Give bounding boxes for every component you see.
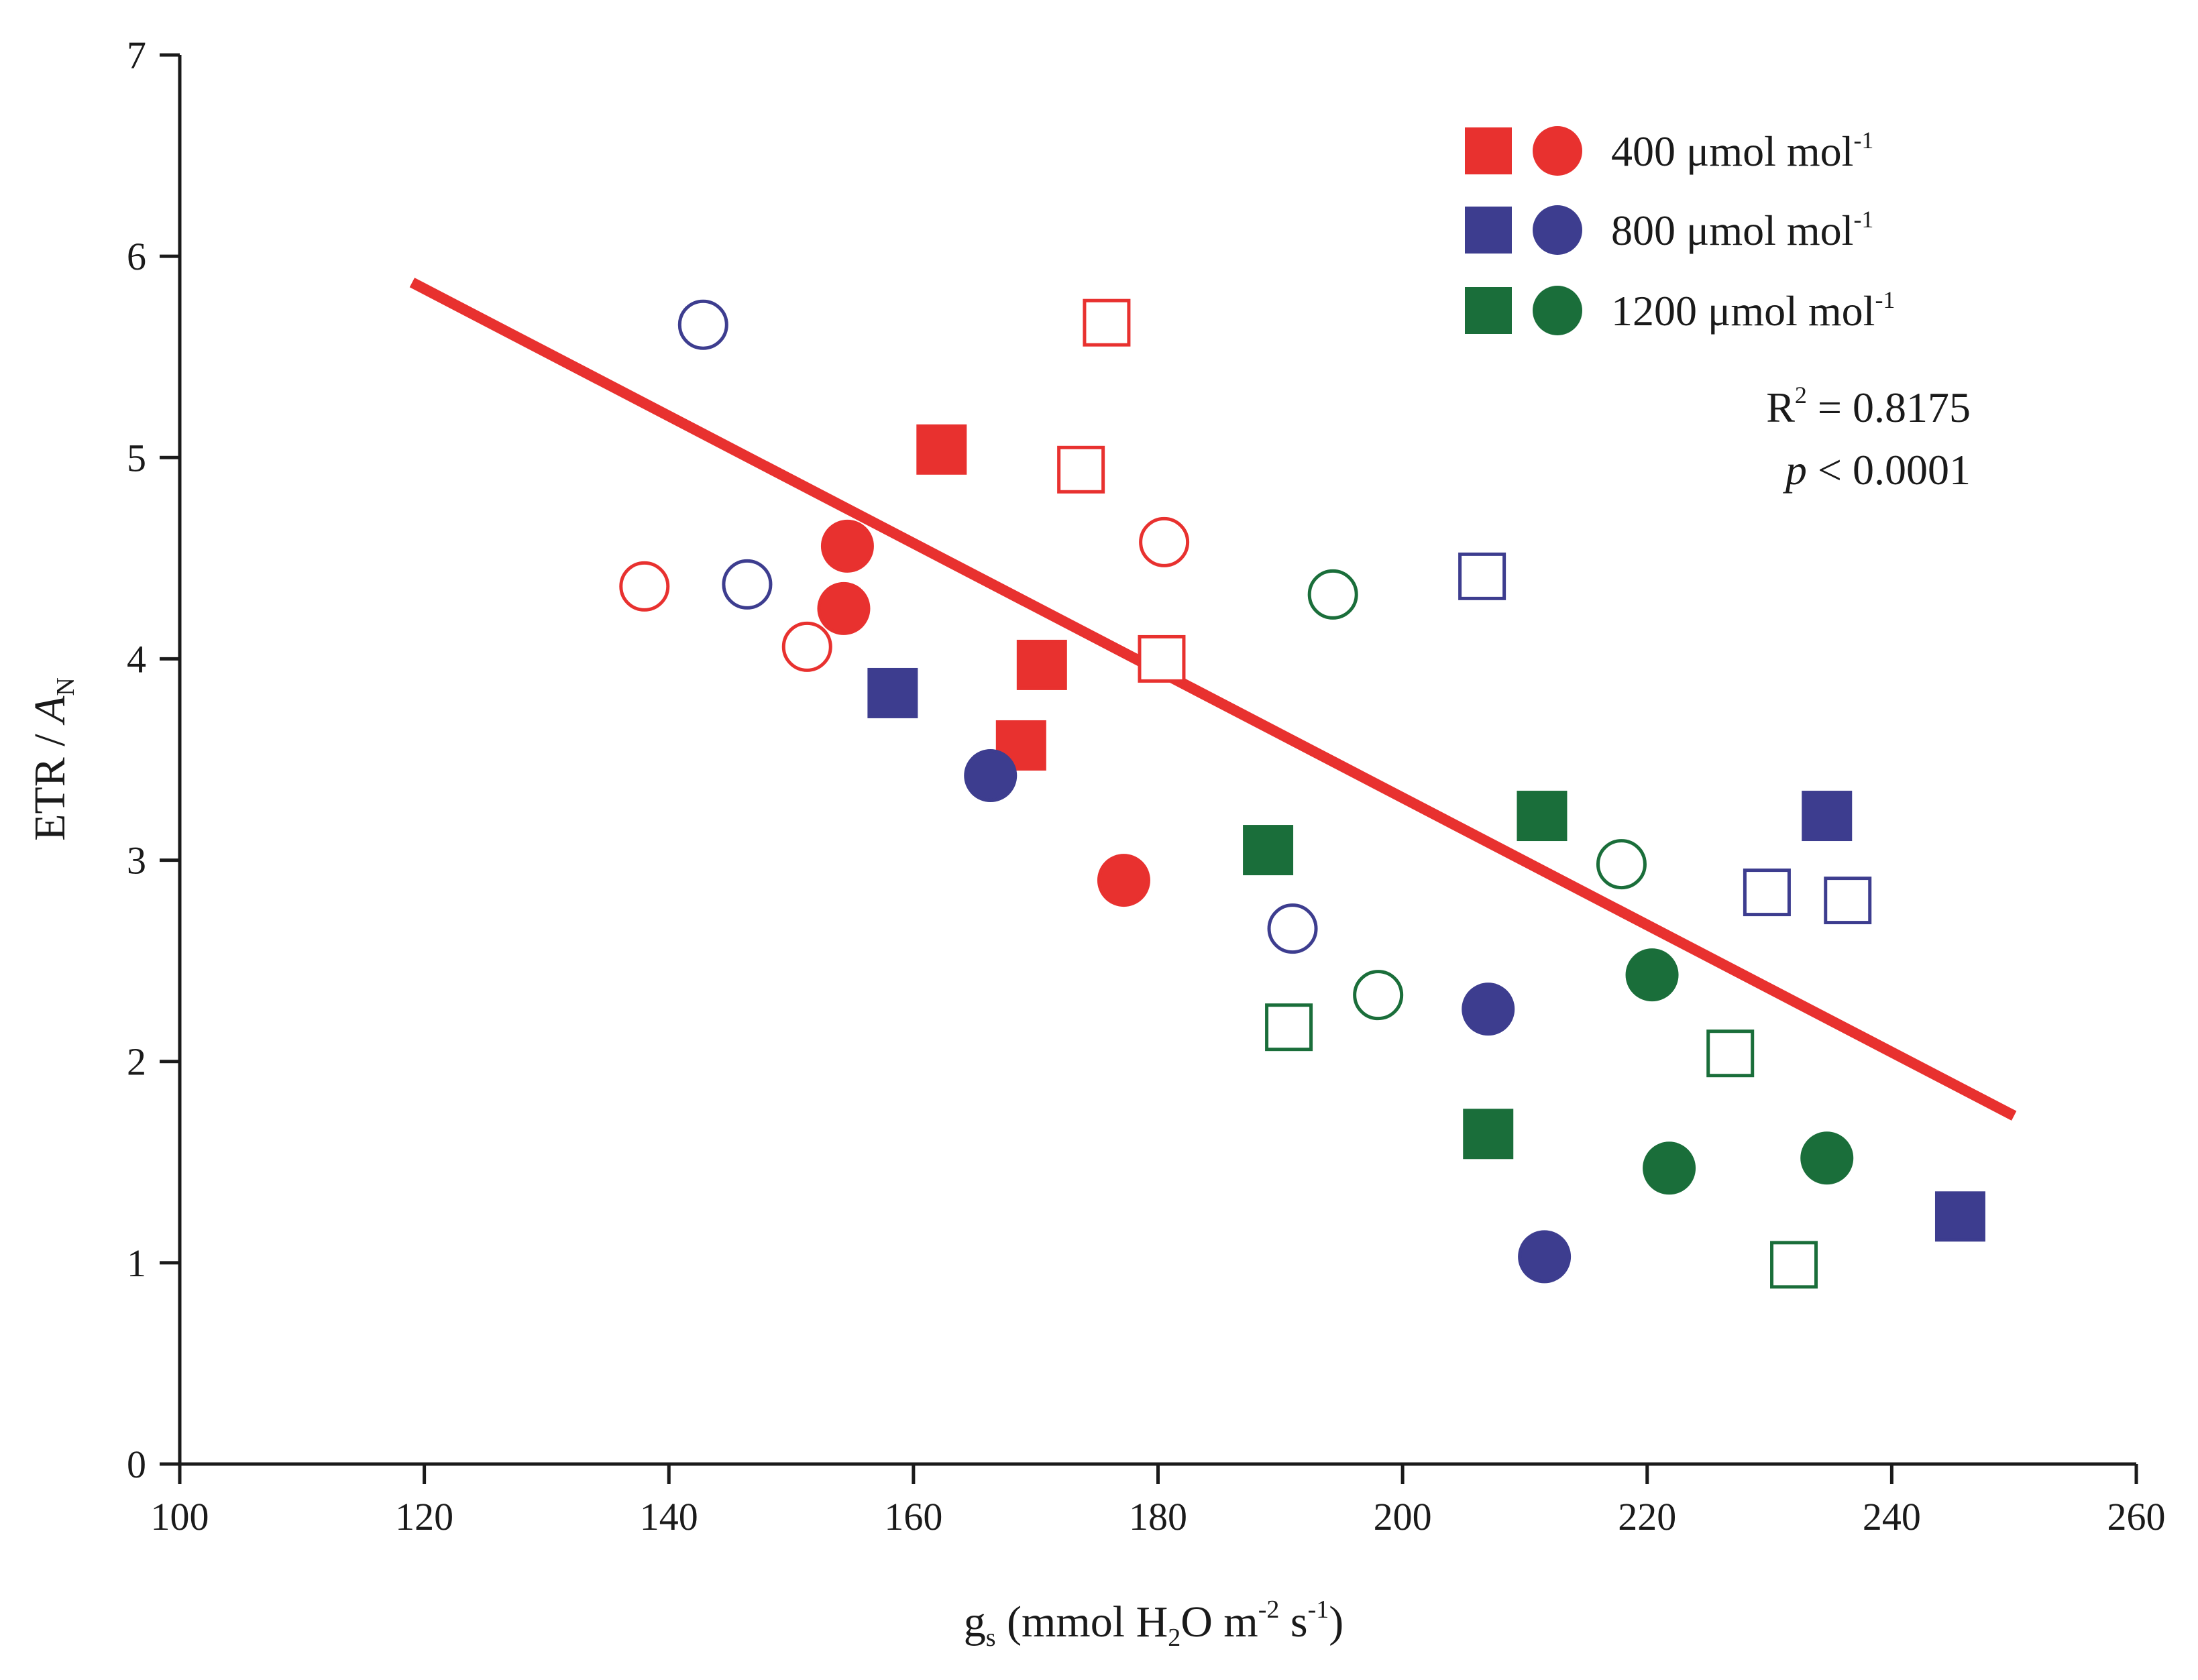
y-tick-label: 6 [127, 235, 146, 278]
point-1200-open-square [1770, 1241, 1818, 1289]
regression-line [409, 278, 2017, 1121]
point-400-open-square [1138, 634, 1186, 683]
point-400-open-square [1083, 298, 1131, 347]
y-axis-title: ETR / AN [25, 677, 80, 841]
legend-square-800 [1465, 207, 1512, 254]
point-1200-filled-square [1517, 791, 1568, 842]
point-800-open-square [1458, 552, 1506, 600]
legend-label-800: 800 μmol mol-1 [1611, 206, 1873, 254]
axis-titles: gs (mmol H2O m-2 s-1) ETR / AN [25, 677, 1343, 1652]
point-1200-filled-square [1243, 825, 1294, 876]
y-tick-label: 5 [127, 436, 146, 480]
legend: 400 μmol mol-1 800 μmol mol-1 1200 μmol mo… [1465, 126, 1895, 335]
regression-stats: R2 = 0.8175 p < 0.0001 [1766, 382, 1971, 494]
p-value-label: p < 0.0001 [1783, 446, 1971, 494]
point-400-filled-circle [1097, 854, 1150, 907]
point-400-filled-circle [820, 519, 874, 573]
data-points [619, 298, 1985, 1289]
point-800-filled-square [1934, 1191, 1985, 1242]
axes: 100 120 140 160 180 200 220 240 260 0 1 2 3 4 5 6 7 [127, 34, 2166, 1538]
point-1200-open-square [1706, 1029, 1755, 1078]
y-tick-label: 1 [127, 1241, 146, 1285]
legend-circle-800 [1533, 205, 1582, 255]
legend-circle-400 [1533, 126, 1582, 176]
x-tick-label: 260 [2107, 1495, 2166, 1538]
point-400-open-circle [781, 621, 832, 672]
point-1200-filled-square [1463, 1109, 1514, 1160]
point-1200-open-circle [1353, 970, 1404, 1021]
y-tick-label: 3 [127, 839, 146, 883]
x-tick-label: 240 [1863, 1495, 1921, 1538]
trend-line-group [409, 278, 2017, 1121]
x-axis-title: gs (mmol H2O m-2 s-1) [964, 1595, 1343, 1652]
point-800-open-square [1824, 877, 1872, 925]
x-tick-label: 100 [151, 1495, 209, 1538]
x-tick-label: 140 [640, 1495, 698, 1538]
point-800-filled-circle [964, 749, 1018, 803]
point-400-filled-square [916, 424, 967, 475]
x-tick-label: 160 [884, 1495, 942, 1538]
point-800-filled-square [867, 667, 918, 718]
x-tick-label: 180 [1129, 1495, 1187, 1538]
y-tick-label: 4 [127, 637, 146, 681]
point-1200-open-circle [1596, 839, 1647, 890]
point-400-open-square [1057, 445, 1105, 494]
x-tick-label: 200 [1374, 1495, 1432, 1538]
x-tick-label: 220 [1618, 1495, 1676, 1538]
point-400-filled-circle [817, 581, 871, 635]
legend-label-1200: 1200 μmol mol-1 [1611, 286, 1895, 335]
point-1200-filled-circle [1643, 1141, 1696, 1195]
point-1200-filled-circle [1625, 948, 1679, 1002]
point-400-filled-square [1016, 639, 1067, 690]
point-800-filled-circle [1518, 1230, 1572, 1284]
point-800-filled-square [1802, 791, 1853, 842]
r-squared-label: R2 = 0.8175 [1766, 382, 1971, 431]
legend-square-1200 [1465, 287, 1512, 334]
point-1200-filled-circle [1800, 1131, 1854, 1185]
y-tick-label: 7 [127, 34, 146, 77]
point-1200-open-square [1265, 1003, 1313, 1052]
point-800-open-circle [722, 559, 773, 610]
point-800-open-circle [677, 299, 728, 350]
point-1200-open-circle [1307, 569, 1358, 620]
y-tick-label: 2 [127, 1040, 146, 1084]
point-400-open-circle [619, 561, 670, 612]
point-800-filled-circle [1462, 983, 1515, 1036]
legend-square-400 [1465, 127, 1512, 174]
y-tick-label: 0 [127, 1443, 146, 1486]
legend-label-400: 400 μmol mol-1 [1611, 127, 1873, 175]
point-400-open-circle [1139, 516, 1190, 567]
legend-circle-1200 [1533, 286, 1582, 335]
x-tick-label: 120 [395, 1495, 453, 1538]
point-800-open-square [1743, 869, 1791, 917]
point-800-open-circle [1267, 903, 1318, 954]
